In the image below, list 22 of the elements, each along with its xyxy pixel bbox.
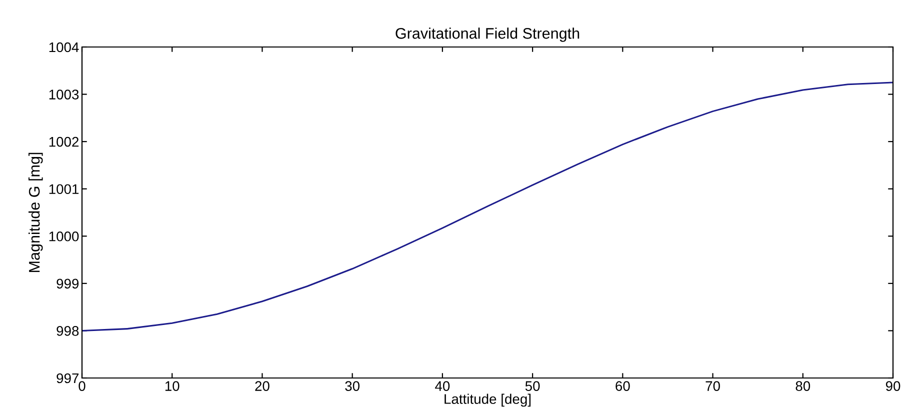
x-tick-label: 20 [255,381,270,391]
x-axis-title: Lattitude [deg] [444,394,531,407]
y-tick-label: 1000 [49,231,79,242]
x-tick-label: 10 [165,381,180,391]
y-tick-label: 998 [56,326,79,336]
y-tick-label: 999 [56,278,79,289]
chart-title: Gravitational Field Strength [396,28,580,42]
x-tick-label: 90 [886,381,900,391]
y-tick-label: 1004 [49,42,79,52]
x-tick-label: 70 [706,381,720,391]
y-axis-title: Magnitude G [mg] [28,152,43,272]
x-tick-label: 0 [78,381,86,391]
y-tick-label: 1002 [49,136,79,147]
x-tick-label: 30 [345,381,360,391]
line-series [82,82,893,332]
x-tick-label: 60 [616,381,630,391]
x-tick-label: 80 [796,381,810,391]
y-tick-label: 997 [56,373,79,384]
x-tick-label: 40 [435,381,450,391]
y-tick-label: 1003 [49,90,79,100]
x-tick-label: 50 [525,381,540,391]
y-tick-label: 1001 [49,184,79,194]
